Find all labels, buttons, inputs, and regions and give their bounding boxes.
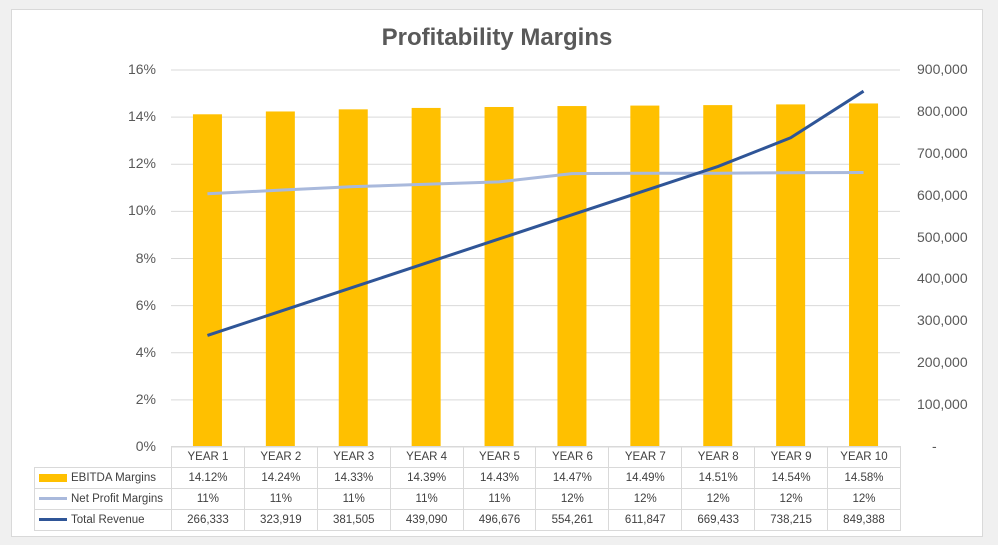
- right-axis-tick: 800,000: [917, 102, 968, 119]
- table-cell: 14.58%: [827, 467, 901, 489]
- table-cell: 14.12%: [171, 467, 245, 489]
- table-cell: 11%: [462, 488, 537, 510]
- net-profit-line[interactable]: [207, 170, 864, 196]
- data-table: YEAR 1 YEAR 2 YEAR 3 YEAR 4 YEAR 5 YEAR 6 YEAR…: [34, 446, 901, 531]
- table-cell: 11%: [243, 488, 318, 510]
- left-axis-tick: 6%: [135, 296, 156, 313]
- line-swatch-icon: [39, 497, 67, 501]
- table-row-net-profit: Net Profit Margins 11% 11% 11% 11% 11% 12% 12%…: [34, 488, 901, 510]
- category-label: YEAR 1: [171, 446, 245, 468]
- right-axis-tick: 400,000: [917, 270, 968, 287]
- table-cell: 266,333: [171, 509, 245, 531]
- ebitda-bar[interactable]: [411, 107, 441, 448]
- table-cell: 381,505: [316, 509, 391, 531]
- category-label: YEAR 6: [535, 446, 610, 468]
- revenue-line[interactable]: [206, 89, 865, 337]
- table-cell: 14.43%: [462, 467, 537, 489]
- left-axis-tick: 2%: [135, 390, 156, 407]
- table-row-revenue: Total Revenue 266,333 323,919 381,505 439,0…: [34, 509, 901, 531]
- table-cell: 14.54%: [754, 467, 829, 489]
- line-swatch-icon: [39, 518, 67, 522]
- right-axis-tick: 100,000: [917, 396, 968, 413]
- ebitda-bar[interactable]: [338, 109, 368, 448]
- table-cell: 12%: [681, 488, 756, 510]
- table-cell: 554,261: [535, 509, 610, 531]
- category-label: YEAR 4: [389, 446, 464, 468]
- table-cell: 439,090: [389, 509, 464, 531]
- ebitda-bar[interactable]: [265, 111, 295, 447]
- table-cell: 14.33%: [316, 467, 391, 489]
- table-cell: 14.49%: [608, 467, 683, 489]
- table-cell: 14.24%: [243, 467, 318, 489]
- table-cell: 14.47%: [535, 467, 610, 489]
- right-axis-tick: 900,000: [917, 61, 968, 77]
- ebitda-bar[interactable]: [484, 106, 514, 447]
- ebitda-bar[interactable]: [703, 105, 733, 447]
- category-label: YEAR 2: [243, 446, 318, 468]
- plot-area: [171, 69, 900, 448]
- left-axis-tick: 16%: [127, 61, 156, 77]
- right-axis-tick: 600,000: [917, 186, 968, 203]
- table-row-ebitda: EBITDA Margins 14.12% 14.24% 14.33% 14.39% 1…: [34, 467, 901, 489]
- left-axis-tick: 14%: [127, 108, 156, 125]
- table-cell: 11%: [316, 488, 391, 510]
- left-axis-tick: 4%: [135, 343, 156, 360]
- table-cell: 12%: [754, 488, 829, 510]
- ebitda-bar[interactable]: [630, 105, 660, 447]
- category-label: YEAR 8: [681, 446, 756, 468]
- table-cell: 849,388: [827, 509, 901, 531]
- table-cell: 12%: [535, 488, 610, 510]
- table-cell: 669,433: [681, 509, 756, 531]
- category-header-row: YEAR 1 YEAR 2 YEAR 3 YEAR 4 YEAR 5 YEAR 6 YEAR…: [34, 446, 901, 468]
- chart-title: Profitability Margins: [381, 24, 613, 51]
- table-cell: 738,215: [754, 509, 829, 531]
- table-cell: 14.39%: [389, 467, 464, 489]
- right-axis-tick: 200,000: [917, 354, 968, 371]
- ebitda-bar[interactable]: [849, 103, 879, 448]
- right-axis-tick: -: [932, 438, 937, 454]
- bar-swatch-icon: [39, 473, 67, 482]
- left-axis-tick: 10%: [127, 202, 156, 219]
- ebitda-bar[interactable]: [776, 104, 806, 448]
- table-cell: 12%: [827, 488, 901, 510]
- table-cell: 14.51%: [681, 467, 756, 489]
- table-cell: 496,676: [462, 509, 537, 531]
- table-cell: 11%: [389, 488, 464, 510]
- legend-net-profit: Net Profit Margins: [34, 488, 172, 510]
- category-label: YEAR 5: [462, 446, 537, 468]
- category-label: YEAR 7: [608, 446, 683, 468]
- category-label: YEAR 3: [316, 446, 391, 468]
- left-axis-tick: 8%: [135, 249, 156, 266]
- table-cell: 611,847: [608, 509, 683, 531]
- table-cell: 323,919: [243, 509, 318, 531]
- category-label: YEAR 10: [827, 446, 901, 468]
- right-axis-tick: 700,000: [917, 144, 968, 161]
- legend-ebitda: EBITDA Margins: [34, 467, 172, 489]
- ebitda-bar[interactable]: [192, 114, 222, 448]
- left-axis-tick: 12%: [127, 155, 156, 172]
- table-cell: 11%: [171, 488, 245, 510]
- ebitda-bar[interactable]: [557, 106, 587, 447]
- right-axis-tick: 500,000: [917, 228, 968, 245]
- legend-revenue: Total Revenue: [34, 509, 172, 531]
- chart-container[interactable]: Profitability Margins 0% 2% 4% 6% 8% 10% 12% 14…: [11, 9, 983, 537]
- right-axis-tick: 300,000: [917, 312, 968, 329]
- category-label: YEAR 9: [754, 446, 829, 468]
- table-cell: 12%: [608, 488, 683, 510]
